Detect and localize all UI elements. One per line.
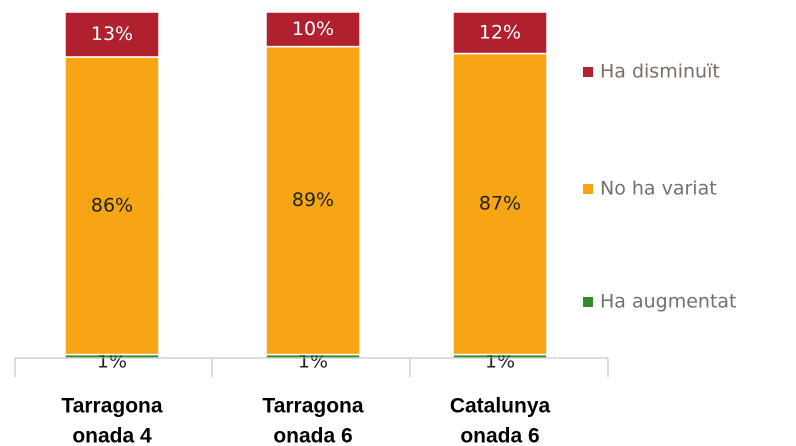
bar-segment bbox=[265, 45, 361, 356]
x-tick-label: Catalunya bbox=[450, 395, 551, 418]
x-tick-label: Tarragona bbox=[61, 395, 162, 418]
x-tick-label: onada 6 bbox=[273, 425, 352, 446]
x-tick-label: Tarragona bbox=[262, 395, 363, 418]
legend-swatch bbox=[583, 184, 593, 194]
value-label: 89% bbox=[292, 189, 334, 211]
value-label: 1% bbox=[298, 351, 328, 373]
x-tick-label: onada 4 bbox=[72, 425, 152, 446]
legend-label: Ha disminuït bbox=[600, 61, 720, 83]
value-label: 1% bbox=[485, 351, 515, 373]
legend-swatch bbox=[583, 67, 593, 77]
bar-segment bbox=[265, 11, 361, 48]
legend-label: No ha variat bbox=[600, 178, 717, 200]
bar-segment bbox=[452, 11, 548, 55]
x-tick-label: onada 6 bbox=[460, 425, 539, 446]
value-label: 86% bbox=[91, 194, 133, 216]
value-label: 13% bbox=[91, 23, 133, 45]
bar-segment bbox=[64, 11, 160, 58]
legend-label: Ha augmentat bbox=[600, 291, 737, 313]
legend-swatch bbox=[583, 297, 593, 307]
value-label: 12% bbox=[479, 21, 521, 43]
value-label: 1% bbox=[97, 351, 127, 373]
value-label: 87% bbox=[479, 193, 521, 215]
bar-segment bbox=[64, 56, 160, 356]
value-label: 10% bbox=[292, 18, 334, 40]
bar-segment bbox=[452, 52, 548, 356]
